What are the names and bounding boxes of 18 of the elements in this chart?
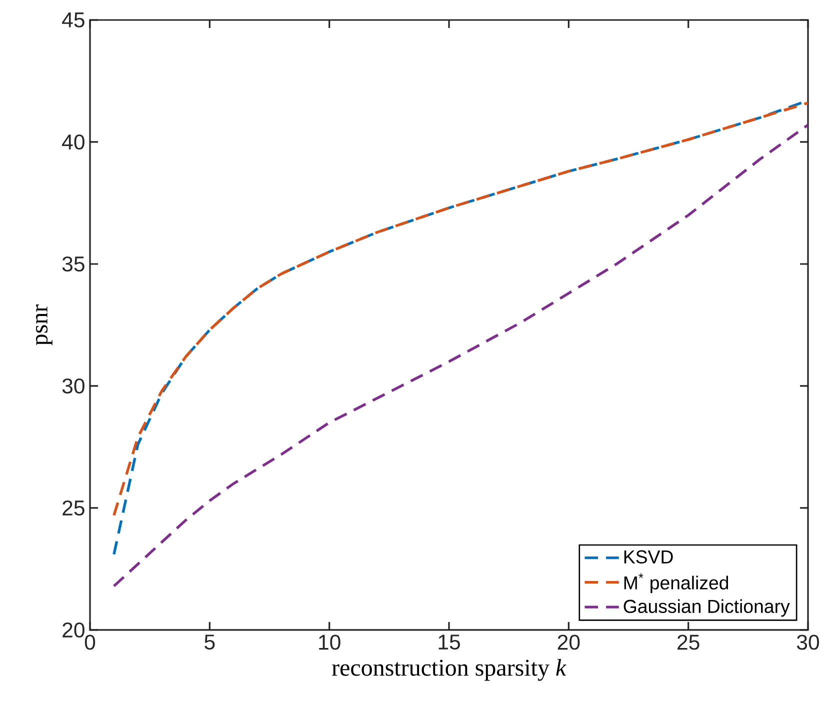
legend-label: Gaussian Dictionary <box>624 599 790 617</box>
x-tick-label: 15 <box>438 634 460 650</box>
x-tick-label: 0 <box>84 634 96 650</box>
y-tick-label: 45 <box>62 12 84 28</box>
y-axis-title: psnr <box>36 304 52 346</box>
x-tick-label: 25 <box>678 634 700 650</box>
legend-label: KSVD <box>624 550 673 564</box>
x-tick-label: 20 <box>558 634 580 650</box>
x-tick-label: 10 <box>319 634 340 650</box>
x-tick-label: 5 <box>204 634 215 650</box>
y-tick-label: 30 <box>62 378 84 394</box>
y-tick-label: 20 <box>62 622 84 638</box>
y-tick-label: 35 <box>62 256 84 272</box>
y-tick-label: 40 <box>62 134 84 150</box>
x-axis-title: reconstruction sparsity k <box>332 658 566 681</box>
y-tick-label: 25 <box>62 500 84 516</box>
legend-label: M$^{*}$ penalized <box>624 573 728 594</box>
x-tick-label: 30 <box>796 634 820 650</box>
